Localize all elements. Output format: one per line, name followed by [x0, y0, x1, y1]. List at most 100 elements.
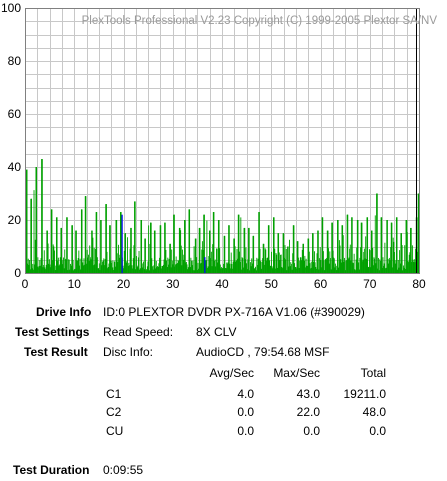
c1-bar — [243, 227, 245, 273]
c1-bar — [255, 266, 256, 273]
c1-bar — [266, 258, 268, 273]
c1-peak-bar — [321, 217, 323, 273]
row-cu-avg: 0.0 — [237, 424, 254, 438]
c1-bar — [102, 261, 103, 273]
c1-bar — [45, 269, 46, 273]
c1-bar — [365, 259, 367, 273]
c1-bar — [346, 214, 348, 273]
c1-bar — [210, 258, 212, 273]
c1-bar — [234, 246, 236, 273]
c1-bar — [178, 261, 180, 273]
c1-bar — [249, 262, 251, 273]
c2-bar — [204, 257, 206, 273]
c1-peak-bar — [238, 214, 240, 273]
c1-bar — [417, 251, 418, 273]
c1-bar — [411, 261, 413, 273]
c1-peak-bar — [356, 220, 358, 273]
c1-bar — [281, 266, 283, 273]
c1-bar — [272, 266, 274, 273]
c1-bar — [334, 267, 336, 273]
c1-bar — [149, 243, 151, 273]
c1-bar — [133, 245, 135, 273]
c1-bar — [284, 245, 286, 273]
y-tick-label: 0 — [14, 266, 21, 280]
x-tick-label: 60 — [314, 277, 328, 291]
c1-bar — [305, 258, 307, 273]
c1-peak-bar — [130, 227, 132, 273]
c1-bar — [325, 259, 327, 273]
c1-bar — [75, 230, 77, 273]
c1-bar — [338, 240, 340, 273]
c1-bar — [171, 260, 173, 273]
c1-bar — [397, 260, 399, 273]
c1-bar — [221, 267, 223, 273]
c1-bar — [163, 259, 165, 273]
c1-bar — [219, 264, 221, 273]
c1-bar — [185, 262, 187, 273]
c1-bar — [127, 237, 128, 273]
c1-bar — [353, 253, 355, 273]
c1-bar — [252, 235, 254, 273]
c1-bar — [394, 260, 396, 273]
c1-bar — [280, 254, 281, 273]
c1-bar — [50, 267, 52, 273]
x-axis-ticks: 0 10 20 30 40 50 60 70 80 — [22, 277, 426, 291]
c1-bar — [194, 270, 196, 273]
c1-peak-bar — [194, 238, 196, 273]
c1-bar — [45, 264, 47, 273]
c1-bar — [162, 264, 164, 273]
c1-bar — [148, 225, 150, 273]
c1-bar — [192, 260, 194, 273]
c1-bar — [408, 254, 410, 273]
c1-peak-bar — [406, 220, 408, 273]
c1-bar — [124, 233, 126, 273]
c1-bar — [103, 258, 105, 273]
c1-bar — [348, 257, 350, 273]
c1-bar — [52, 260, 54, 273]
c1-bar — [264, 264, 265, 273]
c1-bar — [283, 257, 285, 273]
c1-bar — [379, 260, 381, 273]
c1-bar — [27, 258, 29, 273]
c1-bar — [251, 263, 253, 273]
c1-peak-bar — [244, 227, 246, 273]
c1-bar — [63, 257, 64, 273]
c1-bar — [227, 262, 229, 273]
c1-bar — [180, 245, 182, 273]
c1-bar — [301, 249, 303, 273]
c1-bar — [374, 215, 376, 273]
c1-peak-bar — [361, 222, 363, 273]
c1-bar — [240, 217, 242, 273]
c1-bar — [111, 263, 112, 273]
c1-bar — [291, 269, 293, 273]
c1-bar — [39, 260, 41, 273]
c1-bar — [70, 263, 71, 273]
c1-bar — [313, 262, 315, 273]
c1-peak-bar — [100, 220, 102, 273]
c1-bar — [329, 251, 331, 273]
c1-bar — [146, 266, 148, 273]
c1-bar — [107, 268, 109, 273]
c1-bar — [84, 264, 86, 273]
c1-bar — [306, 265, 308, 273]
c1-bar — [176, 263, 178, 273]
c1-bar — [108, 263, 110, 273]
c1-bar — [220, 268, 222, 273]
c1-bar — [147, 261, 149, 273]
c1-bar — [33, 190, 35, 273]
c1-bar — [360, 247, 361, 273]
c1-bar — [123, 250, 125, 273]
row-cu-max: 0.0 — [303, 424, 320, 438]
c1-bar — [369, 267, 371, 273]
c1-bar — [387, 259, 389, 273]
c1-bar — [404, 268, 406, 273]
c2-series — [121, 214, 206, 273]
c1-bar — [405, 220, 407, 273]
c1-bar — [399, 250, 401, 273]
c1-bar — [55, 265, 57, 273]
c1-bar — [143, 261, 144, 273]
c1-bar — [239, 251, 240, 273]
c1-bar — [43, 265, 45, 273]
c1-bar — [73, 270, 75, 273]
x-tick-label: 0 — [22, 277, 29, 291]
